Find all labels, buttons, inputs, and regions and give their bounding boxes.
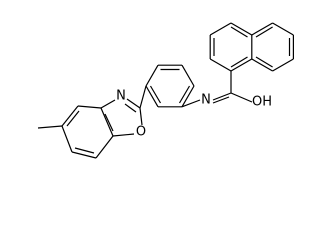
- bond: [124, 103, 137, 113]
- bond: [230, 92, 253, 103]
- bond: [181, 99, 201, 108]
- bond: [181, 85, 195, 108]
- bond: [74, 147, 95, 154]
- bond: [61, 105, 79, 127]
- bond: [212, 96, 230, 104]
- atom-label: N: [116, 89, 126, 104]
- bond: [230, 26, 248, 38]
- bond: [37, 125, 63, 129]
- atom-label: OH: [252, 95, 272, 110]
- bond: [255, 26, 273, 38]
- bond: [230, 58, 253, 72]
- bond: [212, 92, 232, 101]
- bond: [272, 58, 294, 72]
- bond: [251, 58, 273, 72]
- bond: [272, 22, 294, 36]
- bond: [61, 125, 73, 153]
- bond: [95, 135, 114, 159]
- bond: [100, 99, 116, 109]
- bond: [255, 56, 273, 68]
- bond: [139, 107, 143, 126]
- bond: [104, 113, 114, 132]
- bond: [230, 22, 253, 36]
- atom-label: N: [201, 93, 211, 108]
- bonds: [37, 22, 294, 159]
- bond: [100, 107, 114, 137]
- bond: [149, 85, 162, 104]
- bond: [209, 22, 232, 36]
- bond: [181, 64, 195, 87]
- bond: [139, 85, 147, 109]
- bond: [209, 58, 232, 72]
- bond: [66, 110, 80, 127]
- bond: [112, 133, 135, 137]
- bond: [126, 98, 141, 109]
- bond: [178, 85, 191, 104]
- bond: [230, 56, 248, 68]
- page: N O N OH (() => { const data = JSON.pars…: [37, 22, 294, 159]
- bond: [71, 151, 97, 159]
- molecule: N O N OH: [37, 22, 294, 159]
- bond: [145, 64, 159, 87]
- bond: [251, 22, 273, 36]
- bond: [77, 105, 102, 109]
- atom-label: O: [136, 125, 146, 140]
- bond: [145, 85, 159, 108]
